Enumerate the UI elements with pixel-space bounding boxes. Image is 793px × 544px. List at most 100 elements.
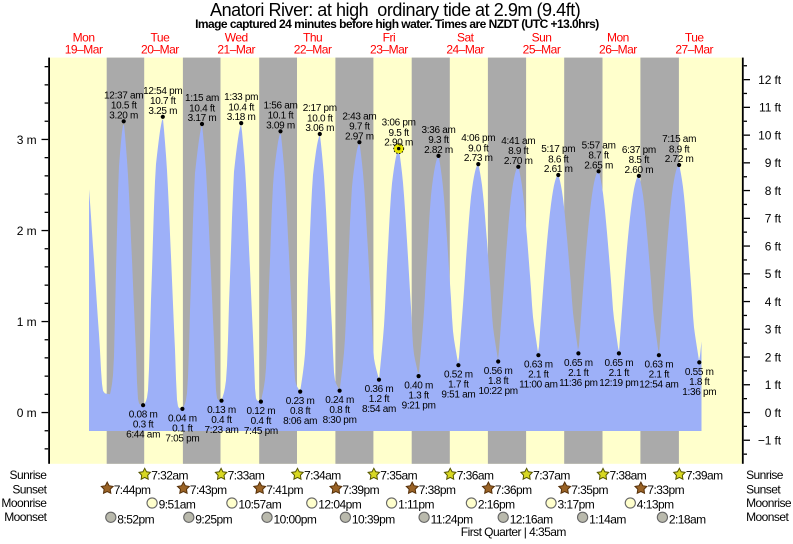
svg-text:19–Mar: 19–Mar [65, 43, 103, 57]
svg-text:12:16am: 12:16am [510, 512, 553, 526]
svg-text:0.08 m: 0.08 m [129, 410, 158, 421]
svg-text:7:35am: 7:35am [380, 468, 417, 482]
svg-text:0.8 ft: 0.8 ft [329, 405, 350, 416]
svg-text:Sunset: Sunset [12, 483, 47, 497]
svg-text:5:17 pm: 5:17 pm [541, 144, 575, 155]
svg-text:8:52pm: 8:52pm [117, 512, 154, 526]
svg-text:3:36 am: 3:36 am [421, 125, 455, 136]
svg-text:2.70 m: 2.70 m [504, 156, 533, 167]
svg-text:8:30 pm: 8:30 pm [323, 415, 357, 426]
svg-text:Mon: Mon [73, 30, 95, 44]
svg-text:2:17 pm: 2:17 pm [303, 103, 337, 114]
svg-text:1:56 am: 1:56 am [263, 100, 297, 111]
svg-text:Moonset: Moonset [746, 510, 789, 524]
svg-text:1.3 ft: 1.3 ft [408, 391, 429, 402]
svg-text:3.18 m: 3.18 m [227, 112, 256, 123]
svg-text:2.1 ft: 2.1 ft [528, 370, 549, 381]
svg-text:2.60 m: 2.60 m [625, 165, 654, 176]
svg-text:−1 ft: −1 ft [758, 434, 782, 448]
svg-text:9:51 am: 9:51 am [441, 390, 475, 401]
svg-text:9 ft: 9 ft [765, 156, 782, 170]
svg-text:Sunrise: Sunrise [10, 468, 48, 482]
svg-text:7:34am: 7:34am [304, 468, 341, 482]
svg-text:6:37 pm: 6:37 pm [622, 145, 656, 156]
svg-text:7:39pm: 7:39pm [342, 483, 379, 497]
svg-text:7:33am: 7:33am [228, 468, 265, 482]
svg-text:10:22 pm: 10:22 pm [479, 386, 518, 397]
svg-text:2:16pm: 2:16pm [478, 498, 515, 512]
svg-text:11:36 pm: 11:36 pm [559, 378, 598, 389]
svg-text:7:23 am: 7:23 am [204, 425, 238, 436]
svg-text:7 ft: 7 ft [765, 212, 782, 226]
svg-text:12:37 am: 12:37 am [104, 90, 143, 101]
svg-text:7:05 pm: 7:05 pm [165, 433, 199, 444]
svg-text:Mon: Mon [607, 30, 629, 44]
svg-text:9:21 pm: 9:21 pm [402, 401, 436, 412]
svg-text:7:36pm: 7:36pm [495, 483, 532, 497]
svg-text:10:57am: 10:57am [238, 498, 281, 512]
svg-text:Moonrise: Moonrise [1, 496, 47, 510]
svg-text:Sat: Sat [457, 30, 475, 44]
svg-text:2.1 ft: 2.1 ft [609, 368, 630, 379]
svg-text:7:32am: 7:32am [151, 468, 188, 482]
svg-text:10.5 ft: 10.5 ft [111, 101, 137, 112]
svg-text:2.72 m: 2.72 m [665, 154, 694, 165]
svg-text:26–Mar: 26–Mar [599, 43, 637, 57]
svg-text:0.12 m: 0.12 m [247, 406, 276, 417]
svg-text:7:45 pm: 7:45 pm [244, 426, 278, 437]
svg-text:1.7 ft: 1.7 ft [448, 380, 469, 391]
svg-text:9.0 ft: 9.0 ft [468, 143, 489, 154]
svg-text:0.13 m: 0.13 m [207, 405, 236, 416]
svg-text:8.6 ft: 8.6 ft [548, 154, 569, 165]
svg-text:27–Mar: 27–Mar [675, 43, 713, 57]
svg-text:7:44pm: 7:44pm [114, 483, 151, 497]
svg-text:Thu: Thu [303, 30, 322, 44]
svg-text:1:11pm: 1:11pm [398, 498, 434, 512]
svg-text:2:43 am: 2:43 am [342, 111, 376, 122]
svg-text:8.7 ft: 8.7 ft [588, 151, 609, 162]
svg-text:7:43pm: 7:43pm [190, 483, 227, 497]
svg-text:5:57 am: 5:57 am [582, 140, 616, 151]
svg-text:Wed: Wed [225, 30, 248, 44]
svg-text:0.36 m: 0.36 m [365, 384, 394, 395]
svg-text:2.61 m: 2.61 m [544, 164, 573, 175]
svg-text:6:44 am: 6:44 am [126, 430, 160, 441]
svg-text:9.3 ft: 9.3 ft [428, 135, 449, 146]
svg-text:2 ft: 2 ft [765, 350, 782, 364]
svg-text:0.1 ft: 0.1 ft [172, 423, 193, 434]
svg-text:1.8 ft: 1.8 ft [689, 377, 710, 388]
svg-text:24–Mar: 24–Mar [446, 43, 484, 57]
svg-text:2.65 m: 2.65 m [584, 160, 613, 171]
svg-text:0.24 m: 0.24 m [325, 395, 354, 406]
svg-text:7:41pm: 7:41pm [266, 483, 303, 497]
svg-text:0.40 m: 0.40 m [404, 381, 433, 392]
svg-text:7:38am: 7:38am [610, 468, 647, 482]
svg-text:8.5 ft: 8.5 ft [629, 155, 650, 166]
svg-text:10:39pm: 10:39pm [352, 512, 395, 526]
svg-text:4:13pm: 4:13pm [637, 498, 674, 512]
svg-text:12 ft: 12 ft [758, 73, 782, 87]
svg-text:6 ft: 6 ft [765, 239, 782, 253]
svg-text:10.4 ft: 10.4 ft [228, 102, 254, 113]
svg-text:Tue: Tue [151, 30, 171, 44]
svg-text:Fri: Fri [383, 30, 396, 44]
svg-text:3:06 pm: 3:06 pm [382, 118, 416, 129]
svg-text:25–Mar: 25–Mar [523, 43, 561, 57]
svg-text:7:37am: 7:37am [533, 468, 570, 482]
svg-text:1.2 ft: 1.2 ft [369, 394, 390, 405]
svg-text:3.17 m: 3.17 m [188, 113, 217, 124]
svg-text:0.23 m: 0.23 m [286, 396, 315, 407]
svg-text:10.0 ft: 10.0 ft [307, 113, 333, 124]
svg-text:Tue: Tue [685, 30, 705, 44]
svg-text:1 ft: 1 ft [765, 378, 782, 392]
svg-text:12:54 pm: 12:54 pm [143, 86, 182, 97]
svg-text:8.9 ft: 8.9 ft [669, 144, 690, 155]
svg-text:0.65 m: 0.65 m [605, 358, 634, 369]
svg-text:3 ft: 3 ft [765, 323, 782, 337]
svg-text:0.4 ft: 0.4 ft [251, 416, 272, 427]
svg-text:4 ft: 4 ft [765, 295, 782, 309]
svg-text:Moonset: Moonset [4, 510, 47, 524]
svg-text:8 ft: 8 ft [765, 184, 782, 198]
svg-text:Sun: Sun [532, 30, 552, 44]
svg-text:12:04pm: 12:04pm [318, 498, 361, 512]
